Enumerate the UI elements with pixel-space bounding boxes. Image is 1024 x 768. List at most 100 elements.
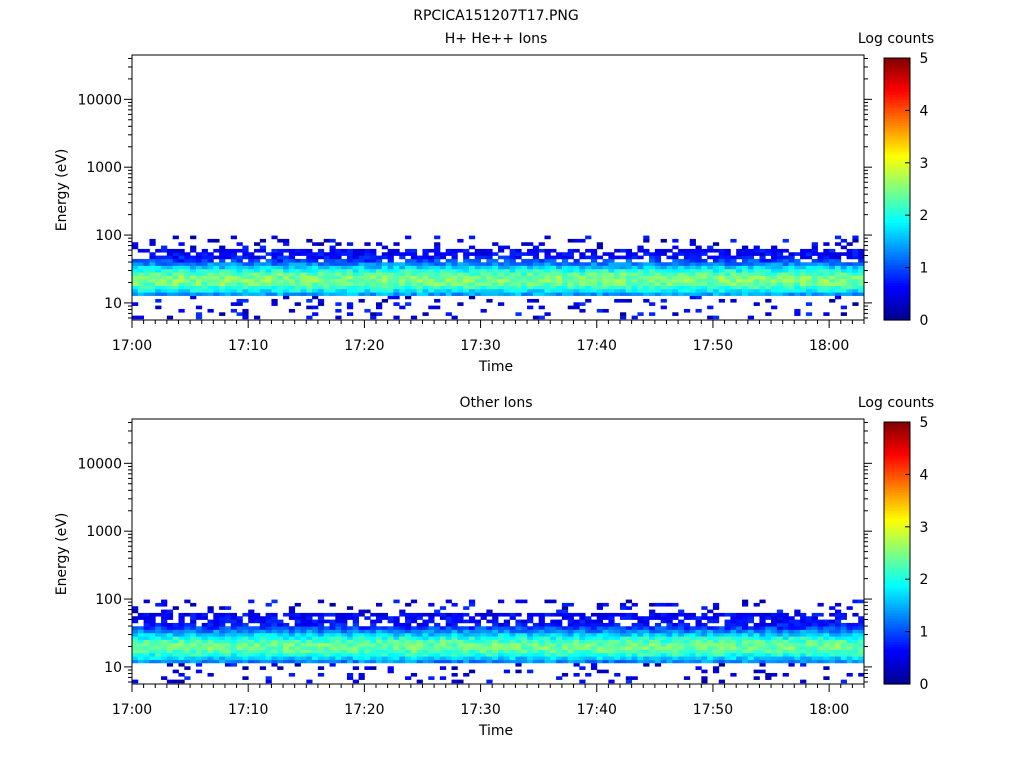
spectrogram-cell <box>683 285 691 290</box>
spectrogram-cell <box>242 659 249 664</box>
spectrogram-cell <box>678 609 685 614</box>
spectrogram-cell <box>346 265 354 270</box>
spectrogram-cell <box>811 639 818 644</box>
spectrogram-cell <box>399 626 406 630</box>
spectrogram-cell <box>724 268 731 273</box>
spectrogram-cell <box>858 619 865 624</box>
spectrogram-cell <box>771 282 778 286</box>
spectrogram-cell <box>573 302 580 306</box>
spectrogram-cell <box>695 619 702 624</box>
spectrogram-cell <box>840 636 847 640</box>
spectrogram-cell <box>800 639 807 644</box>
spectrogram-cell <box>166 278 174 283</box>
spectrogram-cell <box>666 268 673 273</box>
spectrogram-cell <box>724 636 731 640</box>
spectrogram-cell <box>823 642 830 647</box>
spectrogram-cell <box>335 629 342 634</box>
spectrogram-cell <box>532 652 540 657</box>
spectrogram-cell <box>370 258 377 263</box>
spectrogram-cell <box>335 258 342 263</box>
spectrogram-cell <box>695 262 702 266</box>
spectrogram-cell <box>712 315 720 320</box>
spectrogram-cell <box>230 636 237 640</box>
spectrogram-cell <box>573 642 580 647</box>
spectrogram-cell <box>678 622 685 627</box>
colorbar-strip <box>884 442 910 447</box>
spectrogram-cell <box>747 278 755 283</box>
spectrogram-cell <box>614 672 621 677</box>
spectrogram-cell <box>788 656 795 660</box>
spectrogram-cell <box>811 288 818 293</box>
spectrogram-cell <box>370 659 377 664</box>
spectrogram-cell <box>834 282 842 286</box>
spectrogram-cell <box>701 622 708 627</box>
colorbar-strip <box>884 285 910 290</box>
spectrogram-cell <box>213 649 220 654</box>
spectrogram-cell <box>579 282 586 286</box>
spectrogram-cell <box>271 302 278 306</box>
spectrogram-cell <box>132 292 139 296</box>
spectrogram-cell <box>143 282 150 286</box>
spectrogram-cell <box>829 619 836 624</box>
spectrogram-cell <box>387 285 394 290</box>
spectrogram-cell <box>306 632 313 637</box>
spectrogram-cell <box>556 272 563 276</box>
spectrogram-cell <box>753 282 760 286</box>
colorbar-strip <box>884 618 910 622</box>
spectrogram-cell <box>712 275 720 280</box>
spectrogram-cell <box>137 642 145 647</box>
spectrogram-cell <box>590 272 598 276</box>
spectrogram-cell <box>358 288 365 293</box>
spectrogram-cell <box>195 632 203 637</box>
spectrogram-cell <box>602 649 609 654</box>
spectrogram-cell <box>620 262 627 266</box>
spectrogram-cell <box>288 278 296 283</box>
spectrogram-cell <box>503 285 511 290</box>
spectrogram-cell <box>678 275 685 280</box>
spectrogram-cell <box>352 649 359 654</box>
spectrogram-cell <box>689 262 696 266</box>
spectrogram-cell <box>538 612 545 617</box>
spectrogram-cell <box>445 629 452 634</box>
colorbar-strip <box>884 663 910 667</box>
spectrogram-cell <box>219 268 226 273</box>
spectrogram-cell <box>312 622 319 627</box>
spectrogram-cell <box>759 612 766 617</box>
colorbar-strip <box>884 84 910 88</box>
spectrogram-cell <box>602 659 609 664</box>
spectrogram-cell <box>329 656 336 660</box>
spectrogram-cell <box>753 649 760 654</box>
spectrogram-cell <box>300 268 307 273</box>
spectrogram-cell <box>765 676 772 680</box>
spectrogram-cell <box>376 288 383 293</box>
spectrogram-cell <box>190 285 197 290</box>
spectrogram-cell <box>155 268 162 273</box>
spectrogram-cell <box>776 272 784 276</box>
spectrogram-cell <box>300 626 307 630</box>
spectrogram-cell <box>782 288 789 293</box>
spectrogram-cell <box>817 639 824 644</box>
spectrogram-cell <box>829 636 836 640</box>
spectrogram-cell <box>823 656 830 660</box>
spectrogram-cell <box>701 649 708 654</box>
spectrogram-cell <box>317 659 325 664</box>
spectrogram-cell <box>625 659 633 664</box>
spectrogram-cell <box>341 275 348 280</box>
spectrogram-cell <box>683 636 691 640</box>
colorbar-strip <box>884 304 910 308</box>
spectrogram-cell <box>846 282 853 286</box>
spectrogram-cell <box>277 642 284 647</box>
spectrogram-cell <box>172 679 179 684</box>
spectrogram-cell <box>277 255 284 260</box>
spectrogram-cell <box>654 262 662 266</box>
spectrogram-cell <box>643 235 650 240</box>
colorbar-strip <box>884 608 910 612</box>
spectrogram-cell <box>341 272 348 276</box>
spectrogram-cell <box>834 278 842 283</box>
spectrogram-cell <box>428 676 435 680</box>
spectrogram-cell <box>823 619 830 624</box>
spectrogram-cell <box>579 302 586 306</box>
colorbar-strip <box>884 474 910 478</box>
spectrogram-cell <box>573 659 580 664</box>
spectrogram-cell <box>405 659 412 664</box>
